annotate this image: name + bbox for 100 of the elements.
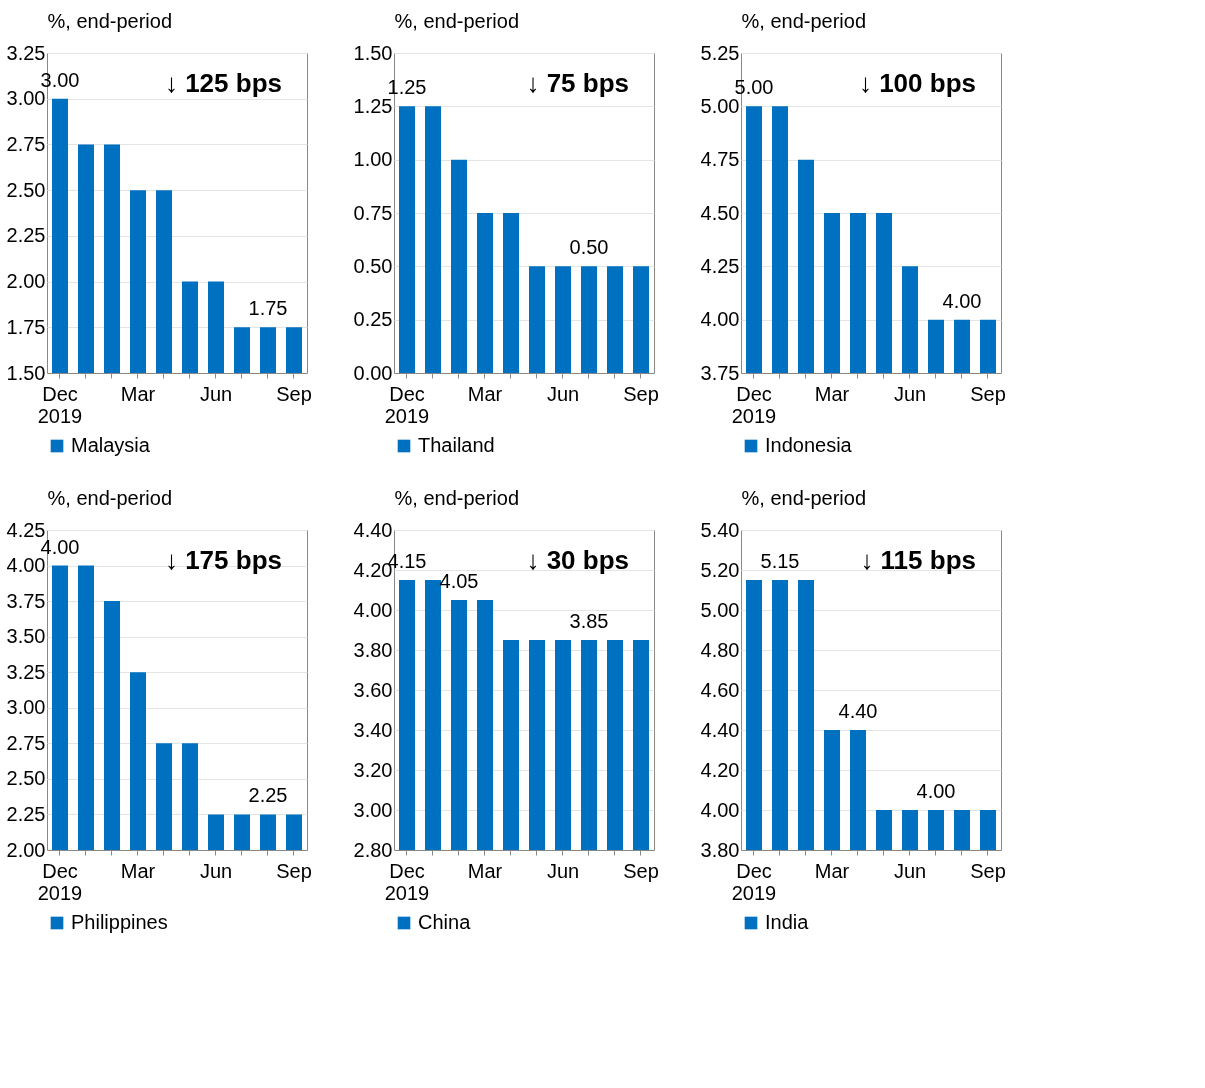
y-tick-label: 3.60	[353, 678, 393, 701]
x-tick-label: Jun	[893, 859, 927, 882]
x-tick-label: Jun	[199, 382, 233, 405]
y-axis-title: %, end-period	[47, 486, 173, 509]
bar	[607, 266, 623, 373]
x-tick-label: Dec 2019	[384, 382, 430, 427]
x-tick-label: Mar	[120, 382, 156, 405]
annotation: ↓ 175 bps	[164, 545, 282, 575]
x-tick-label: Mar	[120, 859, 156, 882]
legend-label: Thailand	[418, 434, 495, 456]
data-label: 5.15	[760, 550, 800, 572]
x-tick-label: Dec 2019	[731, 382, 777, 427]
y-tick-label: 4.00	[353, 598, 393, 621]
bar	[399, 106, 415, 373]
y-tick-label: 3.20	[353, 758, 393, 781]
y-axis-title: %, end-period	[47, 9, 173, 32]
y-tick-label: 2.80	[353, 838, 393, 861]
data-label: 3.85	[569, 610, 609, 632]
bar	[503, 213, 519, 373]
y-tick-label: 4.60	[700, 678, 740, 701]
y-tick-label: 3.25	[6, 41, 46, 64]
y-tick-label: 0.50	[353, 254, 393, 277]
y-tick-label: 5.00	[700, 598, 740, 621]
y-tick-label: 5.20	[700, 558, 740, 581]
x-tick-label: Sep	[970, 859, 1006, 882]
annotation: ↓ 75 bps	[526, 68, 629, 98]
x-tick-label: Sep	[276, 382, 312, 405]
x-tick-label: Dec 2019	[731, 859, 777, 904]
x-tick-label: Sep	[970, 382, 1006, 405]
y-tick-label: 2.75	[6, 731, 46, 754]
legend-label: Indonesia	[765, 434, 853, 456]
x-tick-label: Jun	[546, 859, 580, 882]
bar	[581, 266, 597, 373]
x-tick-label: Mar	[467, 382, 503, 405]
y-tick-label: 2.25	[6, 802, 46, 825]
annotation: ↓ 30 bps	[526, 545, 629, 575]
legend-label: Philippines	[71, 911, 168, 933]
bar	[477, 213, 493, 373]
y-tick-label: 4.25	[6, 518, 46, 541]
y-tick-label: 3.75	[6, 589, 46, 612]
bar	[529, 266, 545, 373]
x-tick-label: Dec 2019	[37, 382, 83, 427]
y-tick-label: 3.75	[700, 361, 740, 384]
y-tick-label: 5.25	[700, 41, 740, 64]
data-label: 4.00	[916, 780, 956, 802]
x-tick-label: Mar	[467, 859, 503, 882]
y-tick-label: 3.40	[353, 718, 393, 741]
annotation: ↓ 115 bps	[860, 545, 976, 575]
y-tick-label: 4.80	[700, 638, 740, 661]
x-tick-label: Mar	[814, 859, 850, 882]
y-tick-label: 2.25	[6, 224, 46, 247]
y-tick-label: 2.00	[6, 838, 46, 861]
y-tick-label: 3.80	[353, 638, 393, 661]
bar	[555, 266, 571, 373]
x-tick-label: Sep	[276, 859, 312, 882]
y-tick-label: 3.80	[700, 838, 740, 861]
x-tick-label: Jun	[199, 859, 233, 882]
y-tick-label: 4.00	[700, 798, 740, 821]
legend-label: China	[418, 911, 472, 933]
y-tick-label: 4.00	[6, 554, 46, 577]
x-tick-label: Jun	[893, 382, 927, 405]
y-axis-title: %, end-period	[394, 9, 520, 32]
y-tick-label: 1.50	[6, 361, 46, 384]
y-tick-label: 2.75	[6, 132, 46, 155]
y-tick-label: 1.50	[353, 41, 393, 64]
y-tick-label: 1.75	[6, 315, 46, 338]
y-tick-label: 2.50	[6, 178, 46, 201]
x-tick-label: Jun	[546, 382, 580, 405]
y-axis-title: %, end-period	[741, 486, 867, 509]
data-label: 4.40	[838, 700, 878, 722]
x-tick-label: Dec 2019	[37, 859, 83, 904]
y-tick-label: 3.25	[6, 660, 46, 683]
y-tick-label: 2.00	[6, 270, 46, 293]
bar	[633, 266, 649, 373]
annotation: ↓ 100 bps	[858, 68, 976, 98]
y-tick-label: 4.20	[700, 758, 740, 781]
data-label: 2.25	[248, 784, 288, 807]
data-label: 1.75	[248, 297, 288, 320]
y-axis-title: %, end-period	[741, 9, 867, 32]
y-tick-label: 2.50	[6, 767, 46, 790]
x-tick-label: Sep	[623, 382, 659, 405]
data-label: 4.00	[942, 289, 982, 312]
data-label: 0.50	[569, 236, 609, 259]
y-axis-title: %, end-period	[394, 486, 520, 509]
y-tick-label: 0.00	[353, 361, 393, 384]
y-tick-label: 4.00	[700, 308, 740, 331]
y-tick-label: 4.25	[700, 254, 740, 277]
y-tick-label: 3.00	[6, 696, 46, 719]
legend-label: Malaysia	[71, 434, 151, 456]
y-tick-label: 4.40	[353, 518, 393, 541]
legend-label: India	[765, 911, 810, 933]
y-tick-label: 4.50	[700, 201, 740, 224]
bar	[451, 159, 467, 373]
y-tick-label: 4.40	[700, 718, 740, 741]
annotation: ↓ 125 bps	[164, 68, 282, 98]
y-tick-label: 1.00	[353, 148, 393, 171]
x-tick-label: Mar	[814, 382, 850, 405]
bar	[425, 106, 441, 373]
y-tick-label: 0.25	[353, 308, 393, 331]
y-tick-label: 3.00	[353, 798, 393, 821]
